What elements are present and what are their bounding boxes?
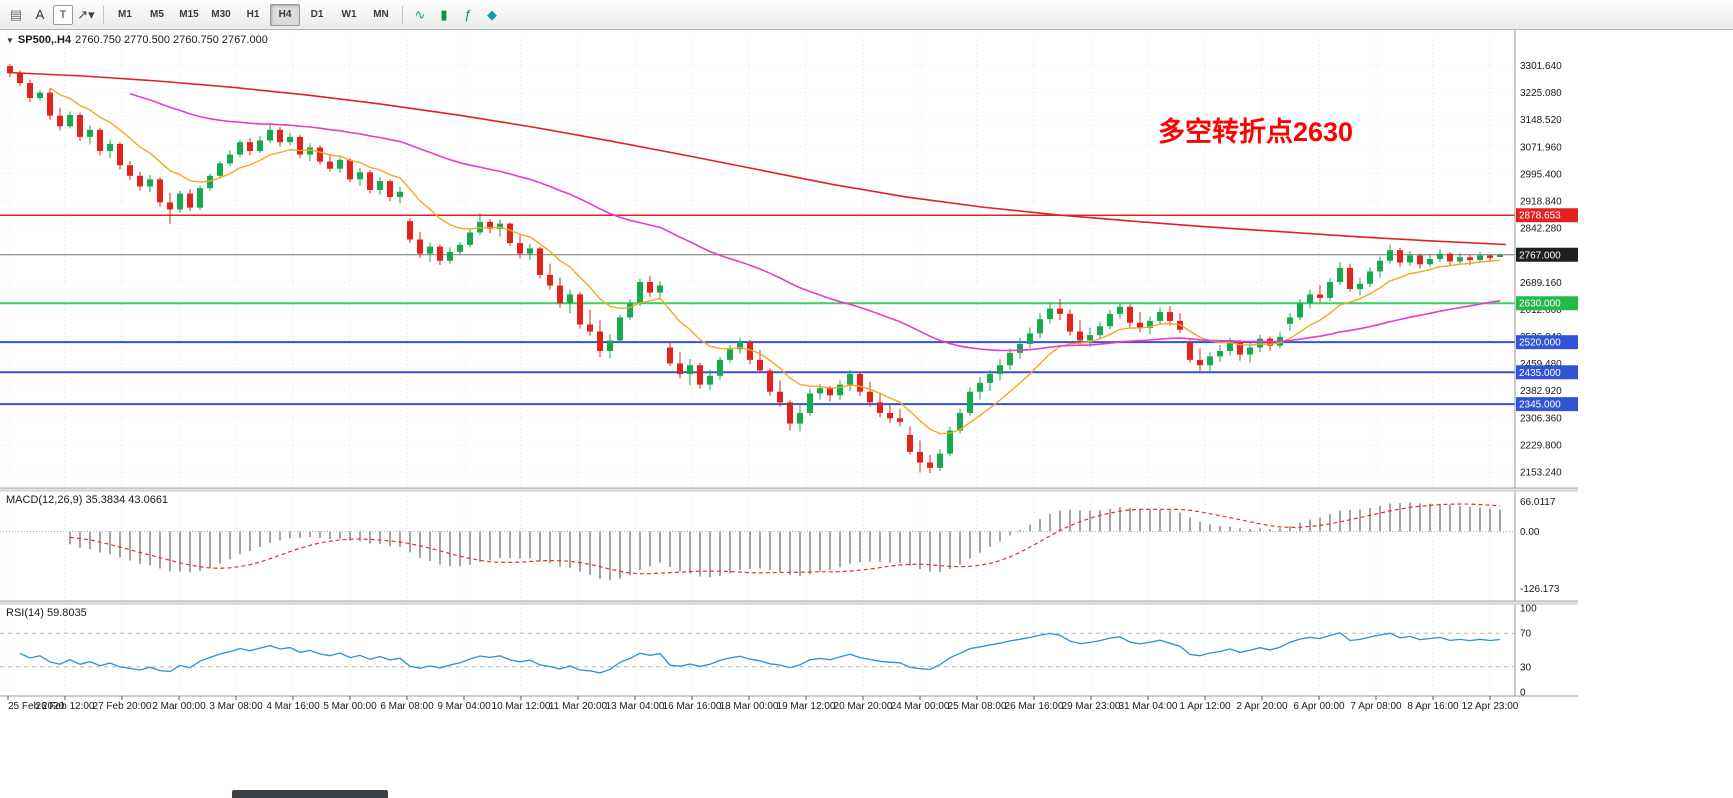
annotation-text: 多空转折点2630 xyxy=(1158,117,1354,147)
svg-text:25 Feb 2020: 25 Feb 2020 xyxy=(8,701,65,712)
svg-text:2689.160: 2689.160 xyxy=(1520,278,1562,289)
toolbar-left-icons: ▤ A T ↗▾ xyxy=(4,4,98,26)
svg-text:29 Mar 23:00: 29 Mar 23:00 xyxy=(1062,701,1121,712)
svg-text:2878.653: 2878.653 xyxy=(1519,211,1561,222)
timeframe-button-d1[interactable]: D1 xyxy=(310,9,324,20)
toolbar-separator xyxy=(402,5,403,24)
svg-text:24 Mar 00:00: 24 Mar 00:00 xyxy=(891,701,950,712)
svg-text:6 Apr 00:00: 6 Apr 00:00 xyxy=(1293,701,1345,712)
svg-text:-126.173: -126.173 xyxy=(1520,584,1560,595)
svg-text:11 Mar 20:00: 11 Mar 20:00 xyxy=(549,701,608,712)
svg-text:5 Mar 00:00: 5 Mar 00:00 xyxy=(323,701,377,712)
svg-text:3071.960: 3071.960 xyxy=(1520,142,1562,153)
macd-indicator-label: MACD(12,26,9) 35.3834 43.0661 xyxy=(6,494,168,506)
timeframe-button-m5[interactable]: M5 xyxy=(150,9,164,20)
svg-text:2229.800: 2229.800 xyxy=(1520,440,1562,451)
svg-text:7 Apr 08:00: 7 Apr 08:00 xyxy=(1350,701,1402,712)
svg-text:3225.080: 3225.080 xyxy=(1520,88,1562,99)
toolbar: ▤ A T ↗▾ M1 M5 M15 M30 H1 H4 D1 W1 MN ∿ ▮ ƒ ◆ xyxy=(0,0,1733,30)
toolbar-right-icons: ∿ ▮ ƒ ◆ xyxy=(408,4,504,26)
candles-icon[interactable]: ▮ xyxy=(440,6,448,22)
svg-text:2767.000: 2767.000 xyxy=(1519,250,1561,261)
panel-splitter-macd[interactable] xyxy=(0,486,1578,492)
chart-window: 3301.640 3225.080 3148.520 3071.960 2995.400… xyxy=(0,30,1733,798)
price-axis[interactable] xyxy=(1515,30,1578,696)
svg-text:19 Mar 12:00: 19 Mar 12:00 xyxy=(777,701,836,712)
charts-grid-icon[interactable]: ▤ xyxy=(9,6,23,22)
svg-text:3 Mar 08:00: 3 Mar 08:00 xyxy=(209,701,263,712)
tick-chart-icon[interactable]: ∿ xyxy=(414,6,426,22)
svg-text:8 Apr 16:00: 8 Apr 16:00 xyxy=(1407,701,1459,712)
timeframe-button-m30[interactable]: M30 xyxy=(211,9,231,20)
objects-icon[interactable]: ◆ xyxy=(487,6,497,22)
svg-text:10 Mar 12:00: 10 Mar 12:00 xyxy=(492,701,551,712)
indicators-icon[interactable]: ƒ xyxy=(464,7,472,22)
svg-text:12 Apr 23:00: 12 Apr 23:00 xyxy=(1462,701,1519,712)
svg-text:2435.000: 2435.000 xyxy=(1519,368,1561,379)
svg-text:2459.480: 2459.480 xyxy=(1520,359,1562,370)
svg-text:2630.000: 2630.000 xyxy=(1519,299,1561,310)
macd-label-text: MACD(12,26,9) 35.3834 43.0661 xyxy=(6,494,169,506)
svg-text:20 Mar 20:00: 20 Mar 20:00 xyxy=(834,701,893,712)
svg-text:0: 0 xyxy=(1520,688,1526,699)
svg-text:2382.920: 2382.920 xyxy=(1520,386,1562,397)
svg-text:66.0117: 66.0117 xyxy=(1520,497,1556,508)
rsi-indicator-label: RSI(14) 59.8035 xyxy=(6,607,87,619)
svg-text:2612.600: 2612.600 xyxy=(1520,305,1562,316)
svg-text:25 Mar 08:00: 25 Mar 08:00 xyxy=(948,701,1007,712)
taskbar-fragment[interactable] xyxy=(232,790,388,798)
svg-text:0.00: 0.00 xyxy=(1520,527,1540,538)
rsi-label-text: RSI(14) 59.8035 xyxy=(6,607,87,619)
svg-text:6 Mar 08:00: 6 Mar 08:00 xyxy=(380,701,434,712)
svg-text:2 Apr 20:00: 2 Apr 20:00 xyxy=(1236,701,1288,712)
svg-text:2153.240: 2153.240 xyxy=(1520,468,1562,479)
svg-text:2345.000: 2345.000 xyxy=(1519,400,1561,411)
chart-title: ▼ SP500,.H4 2760.750 2770.500 2760.750 2… xyxy=(6,34,268,46)
timeframe-button-h1[interactable]: H1 xyxy=(246,9,260,20)
chart-ohlc-values: 2760.750 2770.500 2760.750 2767.000 xyxy=(75,34,268,46)
svg-text:30: 30 xyxy=(1520,662,1532,673)
chart-canvas[interactable]: 3301.640 3225.080 3148.520 3071.960 2995.400… xyxy=(0,30,1733,716)
svg-text:4 Mar 16:00: 4 Mar 16:00 xyxy=(266,701,320,712)
svg-text:2 Mar 00:00: 2 Mar 00:00 xyxy=(152,701,206,712)
svg-text:2520.000: 2520.000 xyxy=(1519,338,1561,349)
timeframe-button-m15[interactable]: M15 xyxy=(179,9,199,20)
svg-text:70: 70 xyxy=(1520,629,1532,640)
svg-text:13 Mar 04:00: 13 Mar 04:00 xyxy=(606,701,665,712)
chart-symbol-period: SP500,.H4 xyxy=(17,34,72,46)
svg-text:26 Mar 16:00: 26 Mar 16:00 xyxy=(1005,701,1064,712)
svg-text:100: 100 xyxy=(1520,604,1537,615)
svg-text:1 Apr 12:00: 1 Apr 12:00 xyxy=(1179,701,1231,712)
svg-text:18 Mar 00:00: 18 Mar 00:00 xyxy=(720,701,779,712)
symbol-dropdown-icon[interactable]: ▼ xyxy=(6,35,14,45)
svg-text:3301.640: 3301.640 xyxy=(1520,61,1562,72)
svg-text:2995.400: 2995.400 xyxy=(1520,169,1562,180)
svg-text:26 Feb 12:00: 26 Feb 12:00 xyxy=(36,701,95,712)
svg-text:27 Feb 20:00: 27 Feb 20:00 xyxy=(93,701,152,712)
timeframe-button-w1[interactable]: W1 xyxy=(341,9,357,20)
svg-text:3148.520: 3148.520 xyxy=(1520,115,1562,126)
timeframe-buttons: M1 M5 M15 M30 H1 H4 D1 W1 MN xyxy=(109,3,397,26)
svg-text:16 Mar 16:00: 16 Mar 16:00 xyxy=(663,701,722,712)
toolbar-separator xyxy=(103,5,104,24)
timeframe-button-m1[interactable]: M1 xyxy=(118,9,132,20)
timeframe-button-h4[interactable]: H4 xyxy=(270,3,300,26)
panel-splitter-rsi[interactable] xyxy=(0,599,1578,605)
svg-text:2306.360: 2306.360 xyxy=(1520,413,1562,424)
timeframe-button-mn[interactable]: MN xyxy=(373,9,389,20)
svg-text:31 Mar 04:00: 31 Mar 04:00 xyxy=(1119,701,1178,712)
time-axis[interactable] xyxy=(0,696,1578,716)
svg-text:9 Mar 04:00: 9 Mar 04:00 xyxy=(437,701,491,712)
svg-text:2918.840: 2918.840 xyxy=(1520,197,1562,208)
label-a-icon[interactable]: A xyxy=(35,7,45,22)
draw-tools-icon[interactable]: ↗▾ xyxy=(77,6,95,22)
text-tool-icon[interactable]: T xyxy=(53,4,73,25)
svg-text:2842.280: 2842.280 xyxy=(1520,224,1562,235)
